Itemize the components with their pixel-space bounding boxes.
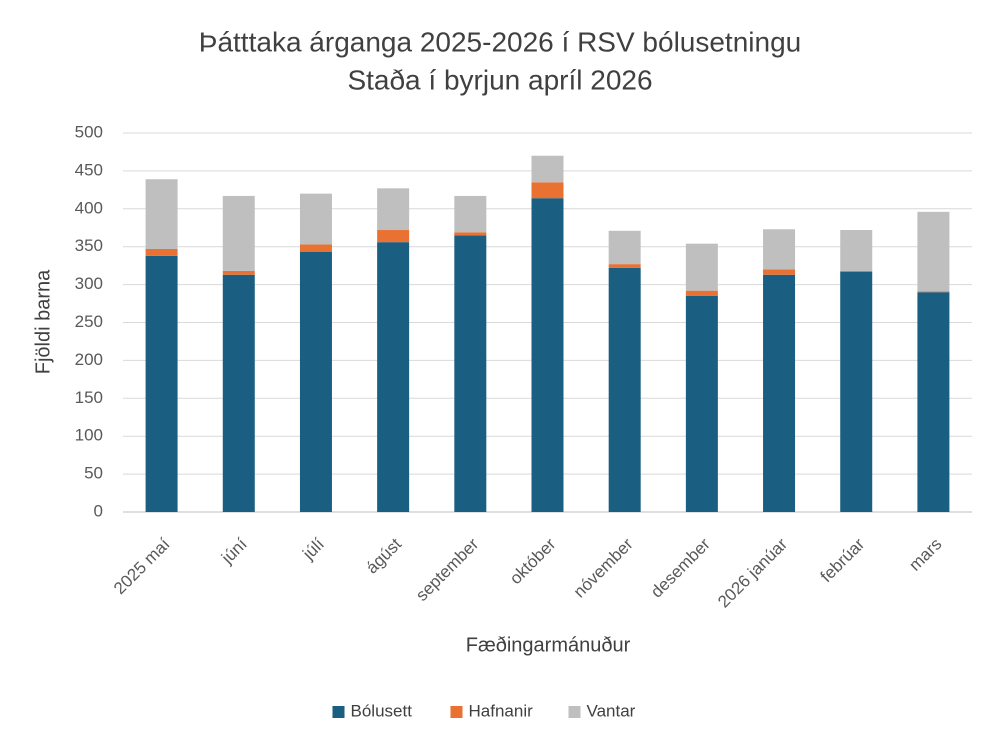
bar-segment [685,290,718,296]
bar-segment [608,230,641,265]
bar-segment [531,198,564,513]
bar-segment [299,252,332,513]
x-axis-title: Fæðingarmánuður [466,634,631,656]
legend-swatch [332,706,345,718]
bar-segment [840,230,873,271]
bar-segment [917,211,950,292]
bar-segment [145,255,178,512]
bar-segment [685,243,718,291]
legend-label: Bólusett [351,701,413,720]
bar-segment [763,274,796,512]
bar-segment [608,264,641,268]
legend-swatch [568,706,581,718]
y-axis-title: Fjöldi barna [32,269,54,374]
bar-segment [145,179,178,249]
bar-segment [608,267,641,512]
bar-segment [222,195,255,271]
bar-segment [840,271,873,512]
y-tick-label: 200 [75,350,103,369]
bar-segment [685,295,718,512]
bar-segment [531,155,564,183]
bar-segment [145,248,178,256]
y-tick-label: 400 [75,198,103,217]
legend-label: Vantar [587,701,636,720]
bar-segment [299,193,332,245]
bar-segment [222,274,255,512]
bar-segment [377,242,410,513]
chart-subtitle: Staða í byrjun apríl 2026 [347,64,652,95]
bar-segment [917,292,950,512]
bar-segment [763,269,796,275]
y-tick-label: 450 [75,160,103,179]
bar-segment [454,195,487,233]
bar-segment [531,182,564,199]
bar-segment [222,270,255,275]
y-tick-label: 300 [75,274,103,293]
bar-segment [454,235,487,512]
bar-segment [917,291,950,293]
y-tick-label: 350 [75,236,103,255]
bar-segment [377,230,410,243]
y-tick-label: 500 [75,122,103,141]
bar-segment [840,270,873,272]
y-tick-label: 150 [75,388,103,407]
y-tick-label: 0 [94,501,103,520]
bar-segment [377,188,410,231]
bar-segment [763,229,796,270]
legend-swatch [450,706,463,718]
y-tick-label: 50 [84,464,103,483]
bar-segment [454,232,487,236]
y-tick-label: 100 [75,426,103,445]
chart-title: Þátttaka árganga 2025-2026 í RSV bóluset… [199,26,801,57]
bar-segment [299,244,332,253]
y-tick-label: 250 [75,312,103,331]
legend-label: Hafnanir [469,701,534,720]
